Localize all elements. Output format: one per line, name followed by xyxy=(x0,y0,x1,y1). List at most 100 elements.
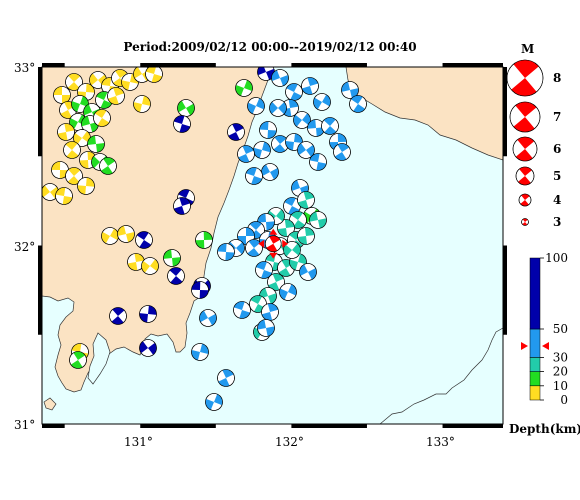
beachball-76 xyxy=(261,163,279,181)
beachball-65 xyxy=(307,119,325,137)
beachball-102 xyxy=(279,283,297,301)
beachball-24 xyxy=(65,167,83,185)
beachball-66 xyxy=(321,117,339,135)
frame-bar-bottom-2 xyxy=(291,424,367,428)
frame-bar-right-0 xyxy=(503,67,507,157)
beachball-84 xyxy=(309,211,327,229)
beachball-79 xyxy=(247,97,265,115)
beachball-44 xyxy=(195,231,213,249)
frame-bar-left-1 xyxy=(38,245,42,335)
main-event-beachball xyxy=(264,235,282,253)
beachball-78 xyxy=(237,145,255,163)
frame-bar-bottom-3 xyxy=(442,424,503,428)
beachball-60 xyxy=(313,93,331,111)
beachball-53 xyxy=(199,309,217,327)
main-event-marker-3 xyxy=(282,239,289,248)
lat-label-32: 32° xyxy=(14,240,35,254)
magnitude-legend-label-3: 3 xyxy=(553,215,561,229)
beachball-28 xyxy=(99,157,117,175)
beachball-1 xyxy=(65,73,83,91)
beachball-16 xyxy=(93,109,111,127)
beachball-33 xyxy=(235,79,253,97)
beachball-48 xyxy=(139,305,157,323)
frame-bar-bottom-1 xyxy=(140,424,216,428)
magnitude-legend-ball-3 xyxy=(521,218,529,226)
beachball-49 xyxy=(139,339,157,357)
frame-bar-top-1 xyxy=(140,63,216,67)
depth-marker-right xyxy=(542,342,549,351)
depth-tick-label-50: 50 xyxy=(553,322,568,336)
period-title: Period:2009/02/12 00:00--2019/02/12 00:4… xyxy=(123,40,417,54)
magnitude-legend-ball-4 xyxy=(518,193,532,207)
beachball-17 xyxy=(57,123,75,141)
beachball-19 xyxy=(87,135,105,153)
beachball-43 xyxy=(167,267,185,285)
depth-legend-title: Depth(km) xyxy=(509,422,580,436)
beachball-86 xyxy=(277,219,295,237)
beachball-109 xyxy=(297,227,315,245)
beachball-93 xyxy=(245,239,263,257)
beachball-20 xyxy=(63,141,81,159)
depth-band-1 xyxy=(529,371,541,387)
beachball-92 xyxy=(217,243,235,261)
magnitude-legend-label-4: 4 xyxy=(553,193,561,207)
beachball-54 xyxy=(233,301,251,319)
beachball-105 xyxy=(261,303,279,321)
beachball-51 xyxy=(69,351,87,369)
beachball-32 xyxy=(227,123,245,141)
magnitude-legend-label-6: 6 xyxy=(553,142,561,156)
main-event xyxy=(258,228,289,259)
depth-band-4 xyxy=(529,257,541,330)
shikoku-coast-south xyxy=(379,327,503,424)
beachball-74 xyxy=(333,143,351,161)
beachball-31 xyxy=(173,115,191,133)
magnitude-legend-label-7: 7 xyxy=(553,110,561,124)
frame-bar-left-0 xyxy=(38,67,42,157)
beachball-110 xyxy=(283,241,301,259)
beachball-52 xyxy=(191,343,209,361)
beachball-82 xyxy=(297,191,315,209)
beachball-68 xyxy=(269,99,287,117)
beachball-13 xyxy=(107,87,125,105)
lat-label-33: 33° xyxy=(14,61,35,75)
beachball-57 xyxy=(271,69,289,87)
main-event-marker-0 xyxy=(269,228,278,235)
beachball-100 xyxy=(255,261,273,279)
main-event-marker-2 xyxy=(258,239,265,248)
beachball-59 xyxy=(301,77,319,95)
beachball-27 xyxy=(55,187,73,205)
beachball-55 xyxy=(217,369,235,387)
beachball-47 xyxy=(109,307,127,325)
lat-label-31: 31° xyxy=(14,418,35,432)
frame-bar-right-1 xyxy=(503,245,507,335)
main-event-marker-1 xyxy=(269,252,278,259)
beachball-58 xyxy=(285,83,303,101)
island-south xyxy=(43,397,57,411)
beachball-23 xyxy=(51,161,69,179)
beachball-61 xyxy=(341,81,359,99)
beachball-38 xyxy=(117,225,135,243)
lon-labels: 131° 132° 133° xyxy=(124,435,455,449)
depth-band-2 xyxy=(529,357,541,372)
beachball-75 xyxy=(253,141,271,159)
depth-tick-label-100: 100 xyxy=(545,251,568,265)
beachball-42 xyxy=(163,249,181,267)
lat-labels: 33° 32° 31° xyxy=(14,61,35,432)
beachball-72 xyxy=(297,141,315,159)
beachball-64 xyxy=(293,111,311,129)
magnitude-legend-title: M xyxy=(521,42,534,56)
magnitude-legend-ball-5 xyxy=(515,166,535,186)
beachball-69 xyxy=(259,121,277,139)
magnitude-legend-ball-6 xyxy=(512,136,538,162)
depth-tick-label-30: 30 xyxy=(553,350,568,364)
beachball-37 xyxy=(101,227,119,245)
frame-bar-bottom-0 xyxy=(42,424,65,428)
beachball-73 xyxy=(309,153,327,171)
beachball-99 xyxy=(299,263,317,281)
magnitude-legend-label-8: 8 xyxy=(553,71,561,85)
magnitude-legend-ball-7 xyxy=(509,101,541,133)
map-frame-ticks xyxy=(38,63,507,428)
beachball-8 xyxy=(145,67,163,83)
